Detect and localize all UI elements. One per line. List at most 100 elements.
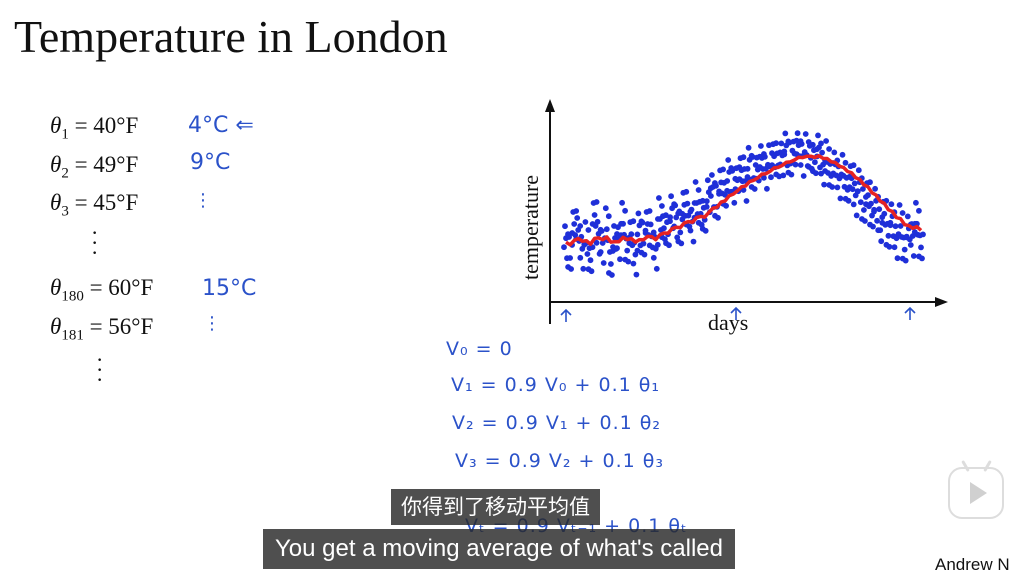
data-point [619,199,625,206]
data-point [618,220,624,227]
data-point [874,217,880,224]
data-point [865,192,871,199]
data-point [918,244,924,251]
data-point [758,143,764,149]
data-point [640,240,647,247]
data-point [656,195,662,201]
data-point [868,200,874,207]
data-point [668,193,674,200]
theta-180-equation: θ180 = 60°F [50,275,154,305]
data-point [899,210,906,216]
slide-title: Temperature in London [14,11,448,62]
data-point [837,195,844,202]
data-point [713,182,719,189]
data-point [625,258,632,265]
v2-equation: V₂ = 0.9 V₁ + 0.1 θ₂ [452,412,661,434]
v0-equation: V₀ = 0 [446,338,513,360]
data-point [870,223,876,230]
data-point [635,210,642,217]
data-point [854,188,861,195]
data-point [678,240,685,247]
data-point [602,205,609,212]
play-button-icon[interactable] [948,460,1004,519]
v3-equation: V₃ = 0.9 V₂ + 0.1 θ₃ [455,450,664,472]
data-point [628,231,635,238]
y-axis-arrow [545,99,555,112]
data-point [764,185,770,192]
data-point [842,159,849,166]
data-point [800,173,807,179]
data-point [641,251,648,258]
data-point [861,207,867,213]
data-point [677,229,684,236]
data-point [666,242,672,249]
note-dots-1: ⋮ [194,190,212,211]
data-point [753,154,760,161]
data-point [813,170,819,177]
data-point [831,149,838,156]
data-point [570,209,577,215]
data-point [778,140,785,147]
data-point [660,213,666,220]
data-point [780,172,787,179]
data-point [687,227,694,234]
data-point [853,212,860,219]
data-point [843,174,850,181]
data-point [745,144,752,151]
data-point [603,226,610,233]
data-point [913,199,919,206]
data-point [806,142,813,149]
data-point [571,221,578,227]
data-point [643,209,650,215]
data-point [624,247,631,254]
data-point [897,223,904,229]
play-triangle [970,482,987,504]
data-point [717,167,723,174]
data-point [818,140,824,147]
data-point [774,150,781,157]
data-point [744,165,751,172]
data-point [857,199,864,206]
subtitle-english: You get a moving average of what's calle… [263,529,735,569]
data-point [872,185,878,192]
data-point [605,213,612,220]
data-point [819,149,825,156]
data-point [607,249,613,255]
theta-181-equation: θ181 = 56°F [50,314,154,344]
note-celsius-180: 15°C [202,276,257,301]
data-point [661,225,667,232]
data-point [591,212,598,218]
data-point [593,239,600,246]
data-point [667,214,673,221]
data-point [664,219,670,226]
data-point [653,265,660,272]
axis-marker-arrow [560,308,572,322]
data-point [876,206,883,213]
data-point [723,202,729,209]
data-point [823,138,829,144]
data-point [672,202,679,209]
data-point [715,214,721,221]
data-point [582,219,589,225]
data-point [871,206,877,213]
data-point [633,271,640,278]
data-point [704,177,711,184]
axis-marker-arrow [730,306,742,320]
data-point [845,197,852,204]
data-point [594,218,601,225]
data-point [850,201,857,208]
data-point [577,254,584,261]
data-point [811,147,817,154]
data-point [731,199,738,206]
data-point [614,245,620,252]
data-point [590,200,597,206]
data-point [862,218,868,224]
data-point [917,232,923,239]
data-point [881,210,888,217]
data-point [851,180,858,187]
data-point [839,151,846,158]
data-point [600,260,607,266]
data-point [781,151,788,158]
data-point [812,159,818,166]
